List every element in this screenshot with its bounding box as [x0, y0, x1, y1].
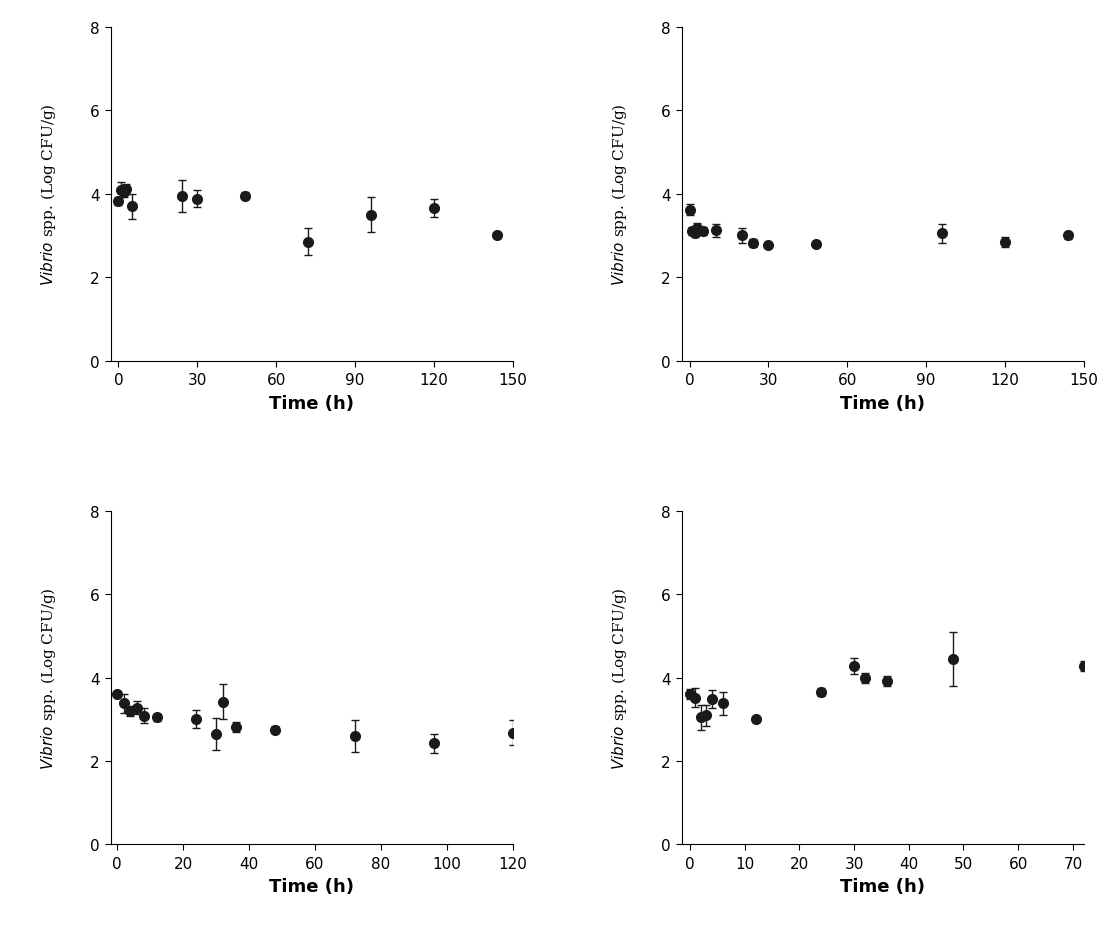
X-axis label: Time (h): Time (h) [269, 394, 354, 412]
Text: $\mathit{Vibrio}$ spp. (Log CFU/g): $\mathit{Vibrio}$ spp. (Log CFU/g) [39, 103, 58, 286]
Text: $\mathit{Vibrio}$ spp. (Log CFU/g): $\mathit{Vibrio}$ spp. (Log CFU/g) [39, 586, 58, 769]
X-axis label: Time (h): Time (h) [269, 878, 354, 896]
X-axis label: Time (h): Time (h) [841, 394, 926, 412]
Text: $\mathit{Vibrio}$ spp. (Log CFU/g): $\mathit{Vibrio}$ spp. (Log CFU/g) [609, 586, 629, 769]
X-axis label: Time (h): Time (h) [841, 878, 926, 896]
Text: $\mathit{Vibrio}$ spp. (Log CFU/g): $\mathit{Vibrio}$ spp. (Log CFU/g) [609, 103, 629, 286]
